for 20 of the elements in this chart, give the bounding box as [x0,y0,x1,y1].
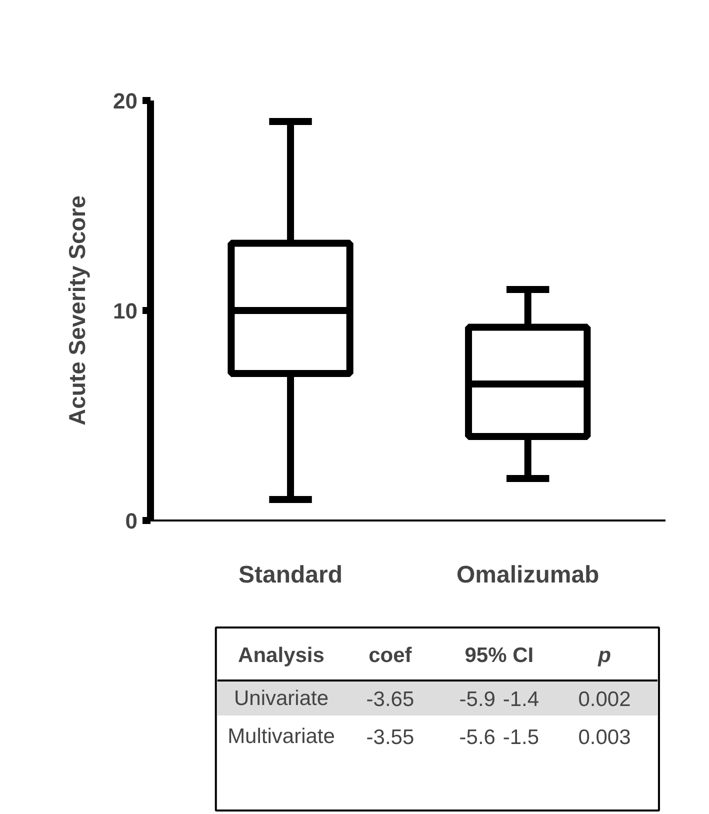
text: -1.4 [502,688,540,711]
text: Univariate [234,687,329,710]
text: -3.55 [366,726,414,749]
text: 0.002 [578,688,631,711]
text: p [597,644,612,667]
x-tick-label: Omalizumab [456,562,600,588]
text: 95% CI [464,644,534,667]
text: -3.65 [366,688,414,711]
text: Multivariate [228,725,335,748]
text: -5.9 [459,688,496,711]
text: -5.6 [459,726,496,749]
y-tick-label: 20 [113,88,138,114]
y-axis-title: Acute Severity Score [64,195,90,426]
y-tick-label: 10 [113,298,138,324]
text: 0.003 [578,726,631,749]
y-tick-label: 0 [125,508,138,534]
text: coef [368,644,413,667]
x-tick-label: Standard [238,562,343,588]
text: -1.5 [502,726,540,749]
text: Analysis [238,644,324,667]
